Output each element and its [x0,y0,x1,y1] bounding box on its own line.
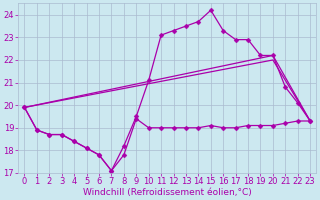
X-axis label: Windchill (Refroidissement éolien,°C): Windchill (Refroidissement éolien,°C) [83,188,252,197]
